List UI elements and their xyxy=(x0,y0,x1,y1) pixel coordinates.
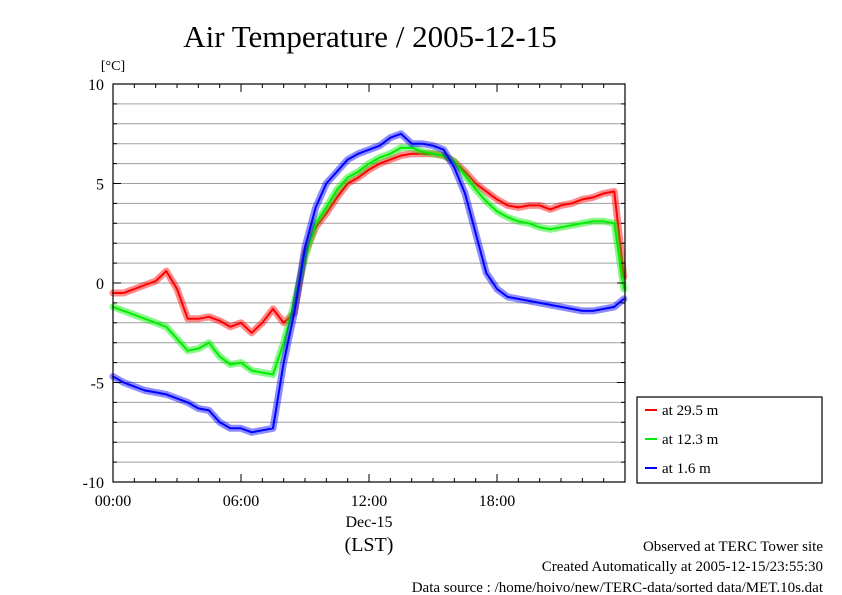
x-tick-label: 12:00 xyxy=(351,493,387,510)
legend-box xyxy=(636,396,823,484)
footer-source: Data source : /home/hoivo/new/TERC-data/… xyxy=(412,580,824,595)
chart-title: Air Temperature / 2005-12-15 xyxy=(183,19,556,54)
series-band-2 xyxy=(109,144,628,378)
y-tick-label: 10 xyxy=(88,77,104,94)
legend-label: at 12.3 m xyxy=(662,432,719,448)
x-tick-labels: 00:00 06:00 12:00 18:00 xyxy=(95,493,515,510)
x-tick-label: 00:00 xyxy=(95,493,131,510)
series-layer xyxy=(109,130,628,436)
y-tick-label: 5 xyxy=(96,177,104,194)
series-line-3 xyxy=(112,132,625,434)
series-line-1 xyxy=(112,152,625,334)
y-axis-unit-label: [°C] xyxy=(101,59,125,74)
y-tick-labels: 10 5 0 -5 -10 xyxy=(83,77,104,492)
x-axis-label: (LST) xyxy=(345,534,394,556)
legend-label: at 1.6 m xyxy=(662,461,711,477)
legend: at 29.5 m at 12.3 m at 1.6 m xyxy=(636,396,823,484)
legend-label: at 29.5 m xyxy=(662,403,719,419)
footer-site: Observed at TERC Tower site xyxy=(643,539,823,555)
y-tick-label: 0 xyxy=(96,276,104,293)
axis-ticks xyxy=(112,83,626,483)
x-date-label: Dec-15 xyxy=(345,514,392,531)
y-tick-label: -5 xyxy=(91,376,104,393)
x-tick-label: 18:00 xyxy=(479,493,515,510)
y-tick-label: -10 xyxy=(83,475,104,492)
series-line-2 xyxy=(112,146,625,376)
footer-created: Created Automatically at 2005-12-15/23:5… xyxy=(542,559,823,575)
x-tick-label: 06:00 xyxy=(223,493,259,510)
grid-lines xyxy=(113,103,625,463)
